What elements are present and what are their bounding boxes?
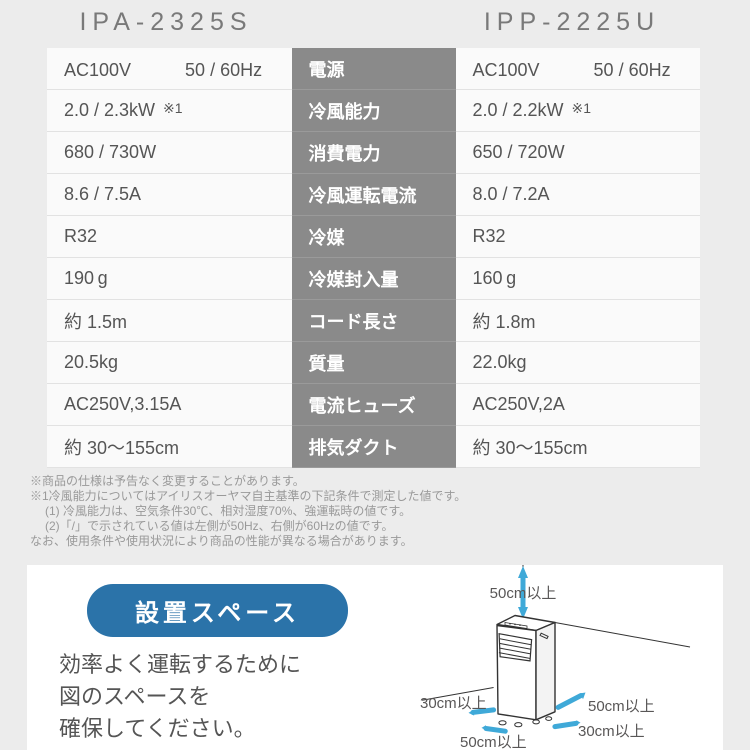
svg-text:30cm以上: 30cm以上 — [578, 723, 645, 740]
svg-text:50cm以上: 50cm以上 — [490, 585, 557, 602]
svg-text:30cm以上: 30cm以上 — [420, 695, 487, 712]
svg-text:50cm以上: 50cm以上 — [588, 698, 655, 715]
svg-text:50cm以上: 50cm以上 — [460, 734, 527, 750]
